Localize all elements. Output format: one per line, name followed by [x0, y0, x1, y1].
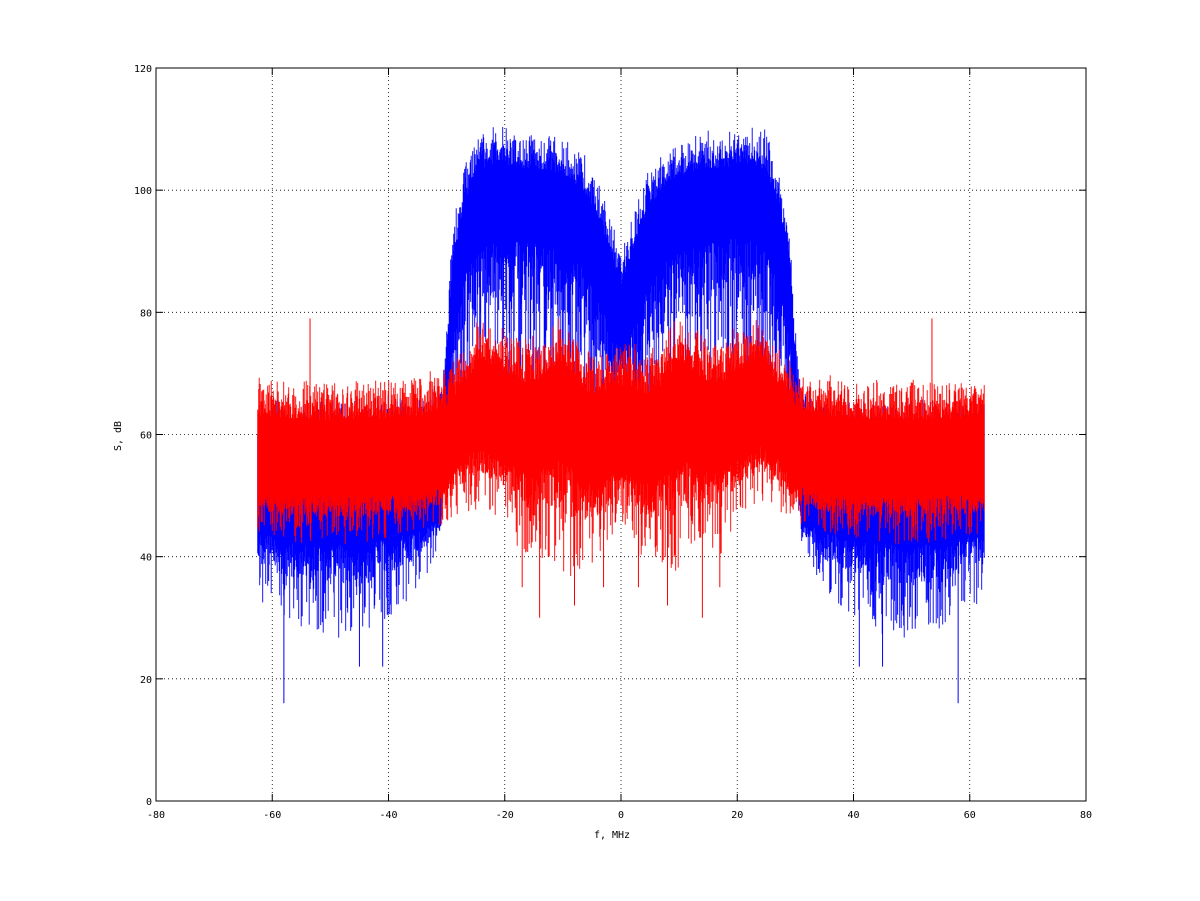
y-tick-label: 40: [140, 553, 152, 564]
x-tick-label: 0: [618, 810, 624, 821]
y-axis-label: S, dB: [113, 421, 124, 451]
x-tick-label: -40: [379, 810, 397, 821]
y-tick-label: 100: [134, 186, 152, 197]
series-2: [257, 318, 985, 618]
y-tick-label: 20: [140, 675, 152, 686]
x-tick-label: 40: [847, 810, 859, 821]
series-layer: [257, 127, 985, 704]
x-axis-label: f, MHz: [594, 830, 630, 841]
y-tick-label: 60: [140, 431, 152, 442]
x-tick-label: -60: [263, 810, 281, 821]
series-2-trace: [257, 318, 985, 576]
y-tick-label: 120: [134, 64, 152, 75]
y-tick-label: 0: [146, 797, 152, 808]
x-tick-label: -20: [496, 810, 514, 821]
x-tick-label: 20: [731, 810, 743, 821]
x-tick-label: -80: [147, 810, 165, 821]
y-tick-label: 80: [140, 308, 152, 319]
x-tick-label: 80: [1080, 810, 1092, 821]
ticks: -80 -60 -40 -20 0 20 40 60 80 0 20 40 60 80 100 120: [134, 64, 1092, 821]
x-tick-label: 60: [964, 810, 976, 821]
